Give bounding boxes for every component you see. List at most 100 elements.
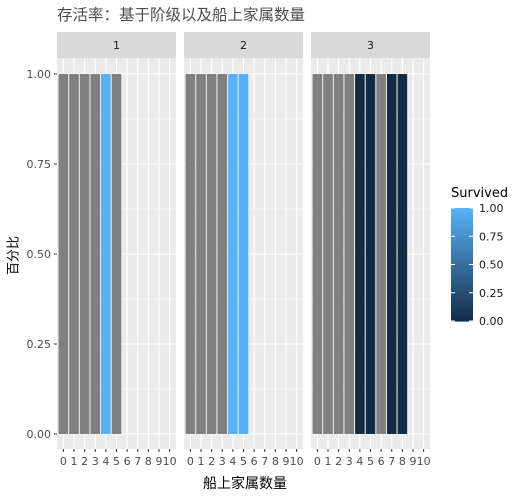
legend-colorbar-segment [451, 304, 473, 308]
y-tick-label: 0.25 [27, 338, 52, 351]
x-tick-label: 6 [124, 455, 131, 468]
legend-colorbar-segment [451, 230, 473, 235]
x-tick-label: 3 [219, 455, 226, 468]
legend-colorbar-segment [451, 222, 473, 226]
legend-colorbar-segment [451, 301, 473, 305]
legend-colorbar-segment [451, 216, 473, 220]
x-tick-label: 5 [113, 455, 120, 468]
legend-colorbar-segment [451, 241, 473, 246]
legend-colorbar-segment [451, 213, 473, 218]
bar [238, 74, 249, 434]
x-tick-label: 0 [60, 455, 67, 468]
bar [79, 74, 90, 434]
bar [376, 74, 386, 434]
legend-colorbar-segment [451, 233, 473, 237]
legend-colorbar-segment [451, 236, 473, 240]
legend-colorbar-segment [451, 281, 473, 285]
x-tick-label: 3 [92, 455, 99, 468]
bar [312, 74, 323, 434]
bar [386, 74, 397, 434]
x-tick-label: 1 [71, 455, 78, 468]
facet-strip [311, 32, 430, 58]
legend-colorbar-segment [451, 267, 473, 271]
bar [185, 74, 196, 434]
legend-colorbar-segment [451, 256, 473, 260]
legend-colorbar-segment [451, 250, 473, 254]
bar [344, 74, 355, 434]
legend-colorbar-segment [451, 289, 473, 294]
facet-strip-label: 3 [367, 39, 374, 52]
legend-tick-label: 0.75 [479, 230, 504, 243]
bar [111, 74, 122, 434]
x-tick-label: 2 [81, 455, 88, 468]
legend-colorbar-segment [451, 275, 473, 280]
legend-colorbar-segment [451, 298, 473, 302]
x-tick-label: 3 [346, 455, 353, 468]
bar [333, 74, 344, 434]
x-tick-label: 10 [163, 455, 177, 468]
y-tick-label: 0.75 [27, 158, 52, 171]
bar [69, 74, 79, 434]
x-tick-label: 4 [229, 455, 236, 468]
bar [206, 74, 217, 434]
legend-colorbar-segment [451, 272, 473, 277]
legend-colorbar-segment [451, 312, 473, 316]
legend-colorbar-segment [451, 270, 473, 274]
x-tick-label: 5 [367, 455, 374, 468]
x-tick-label: 8 [145, 455, 152, 468]
legend-tick-label: 1.00 [479, 202, 504, 215]
bar [196, 74, 206, 434]
x-tick-label: 0 [187, 455, 194, 468]
legend-colorbar-segment [451, 287, 473, 291]
bar [355, 74, 365, 434]
x-tick-label: 7 [388, 455, 395, 468]
legend-colorbar-segment [451, 258, 473, 263]
x-tick-label: 9 [156, 455, 163, 468]
x-tick-label: 10 [290, 455, 304, 468]
bar [365, 74, 376, 434]
legend-colorbar-segment [451, 227, 473, 232]
x-tick-label: 1 [198, 455, 205, 468]
x-tick-label: 4 [102, 455, 109, 468]
x-tick-label: 7 [261, 455, 268, 468]
x-tick-label: 0 [314, 455, 321, 468]
legend-colorbar-segment [451, 306, 473, 311]
bar [323, 74, 333, 434]
x-tick-label: 10 [417, 455, 431, 468]
x-tick-label: 5 [240, 455, 247, 468]
legend-colorbar-segment [451, 244, 473, 249]
legend-colorbar-segment [451, 261, 473, 266]
legend-colorbar-segment [451, 295, 473, 299]
x-tick-label: 2 [335, 455, 342, 468]
y-tick-label: 0.00 [27, 428, 52, 441]
legend-colorbar-segment [451, 264, 473, 268]
bar [217, 74, 228, 434]
legend-colorbar-segment [451, 292, 473, 297]
x-tick-label: 9 [410, 455, 417, 468]
x-tick-label: 1 [325, 455, 332, 468]
legend-title: Survived [451, 186, 509, 201]
legend-tick-label: 0.25 [479, 287, 504, 300]
bar [228, 74, 238, 434]
legend-colorbar-segment [451, 210, 473, 215]
facet-strip [57, 32, 176, 58]
legend-colorbar-segment [451, 318, 473, 322]
x-tick-label: 8 [399, 455, 406, 468]
facet-strip [184, 32, 303, 58]
legend-colorbar-segment [451, 239, 473, 243]
x-tick-label: 4 [356, 455, 363, 468]
bar [90, 74, 101, 434]
legend-colorbar-segment [451, 224, 473, 229]
bar [397, 74, 408, 434]
legend-colorbar-segment [451, 278, 473, 283]
legend-tick-label: 0.00 [479, 315, 504, 328]
x-tick-label: 9 [283, 455, 290, 468]
x-tick-label: 7 [134, 455, 141, 468]
x-axis-label: 船上家属数量 [203, 476, 287, 492]
legend-colorbar-segment [451, 219, 473, 223]
x-tick-label: 6 [251, 455, 258, 468]
x-tick-label: 8 [272, 455, 279, 468]
y-tick-label: 0.50 [27, 248, 52, 261]
x-tick-label: 6 [378, 455, 385, 468]
y-tick-label: 1.00 [27, 68, 52, 81]
